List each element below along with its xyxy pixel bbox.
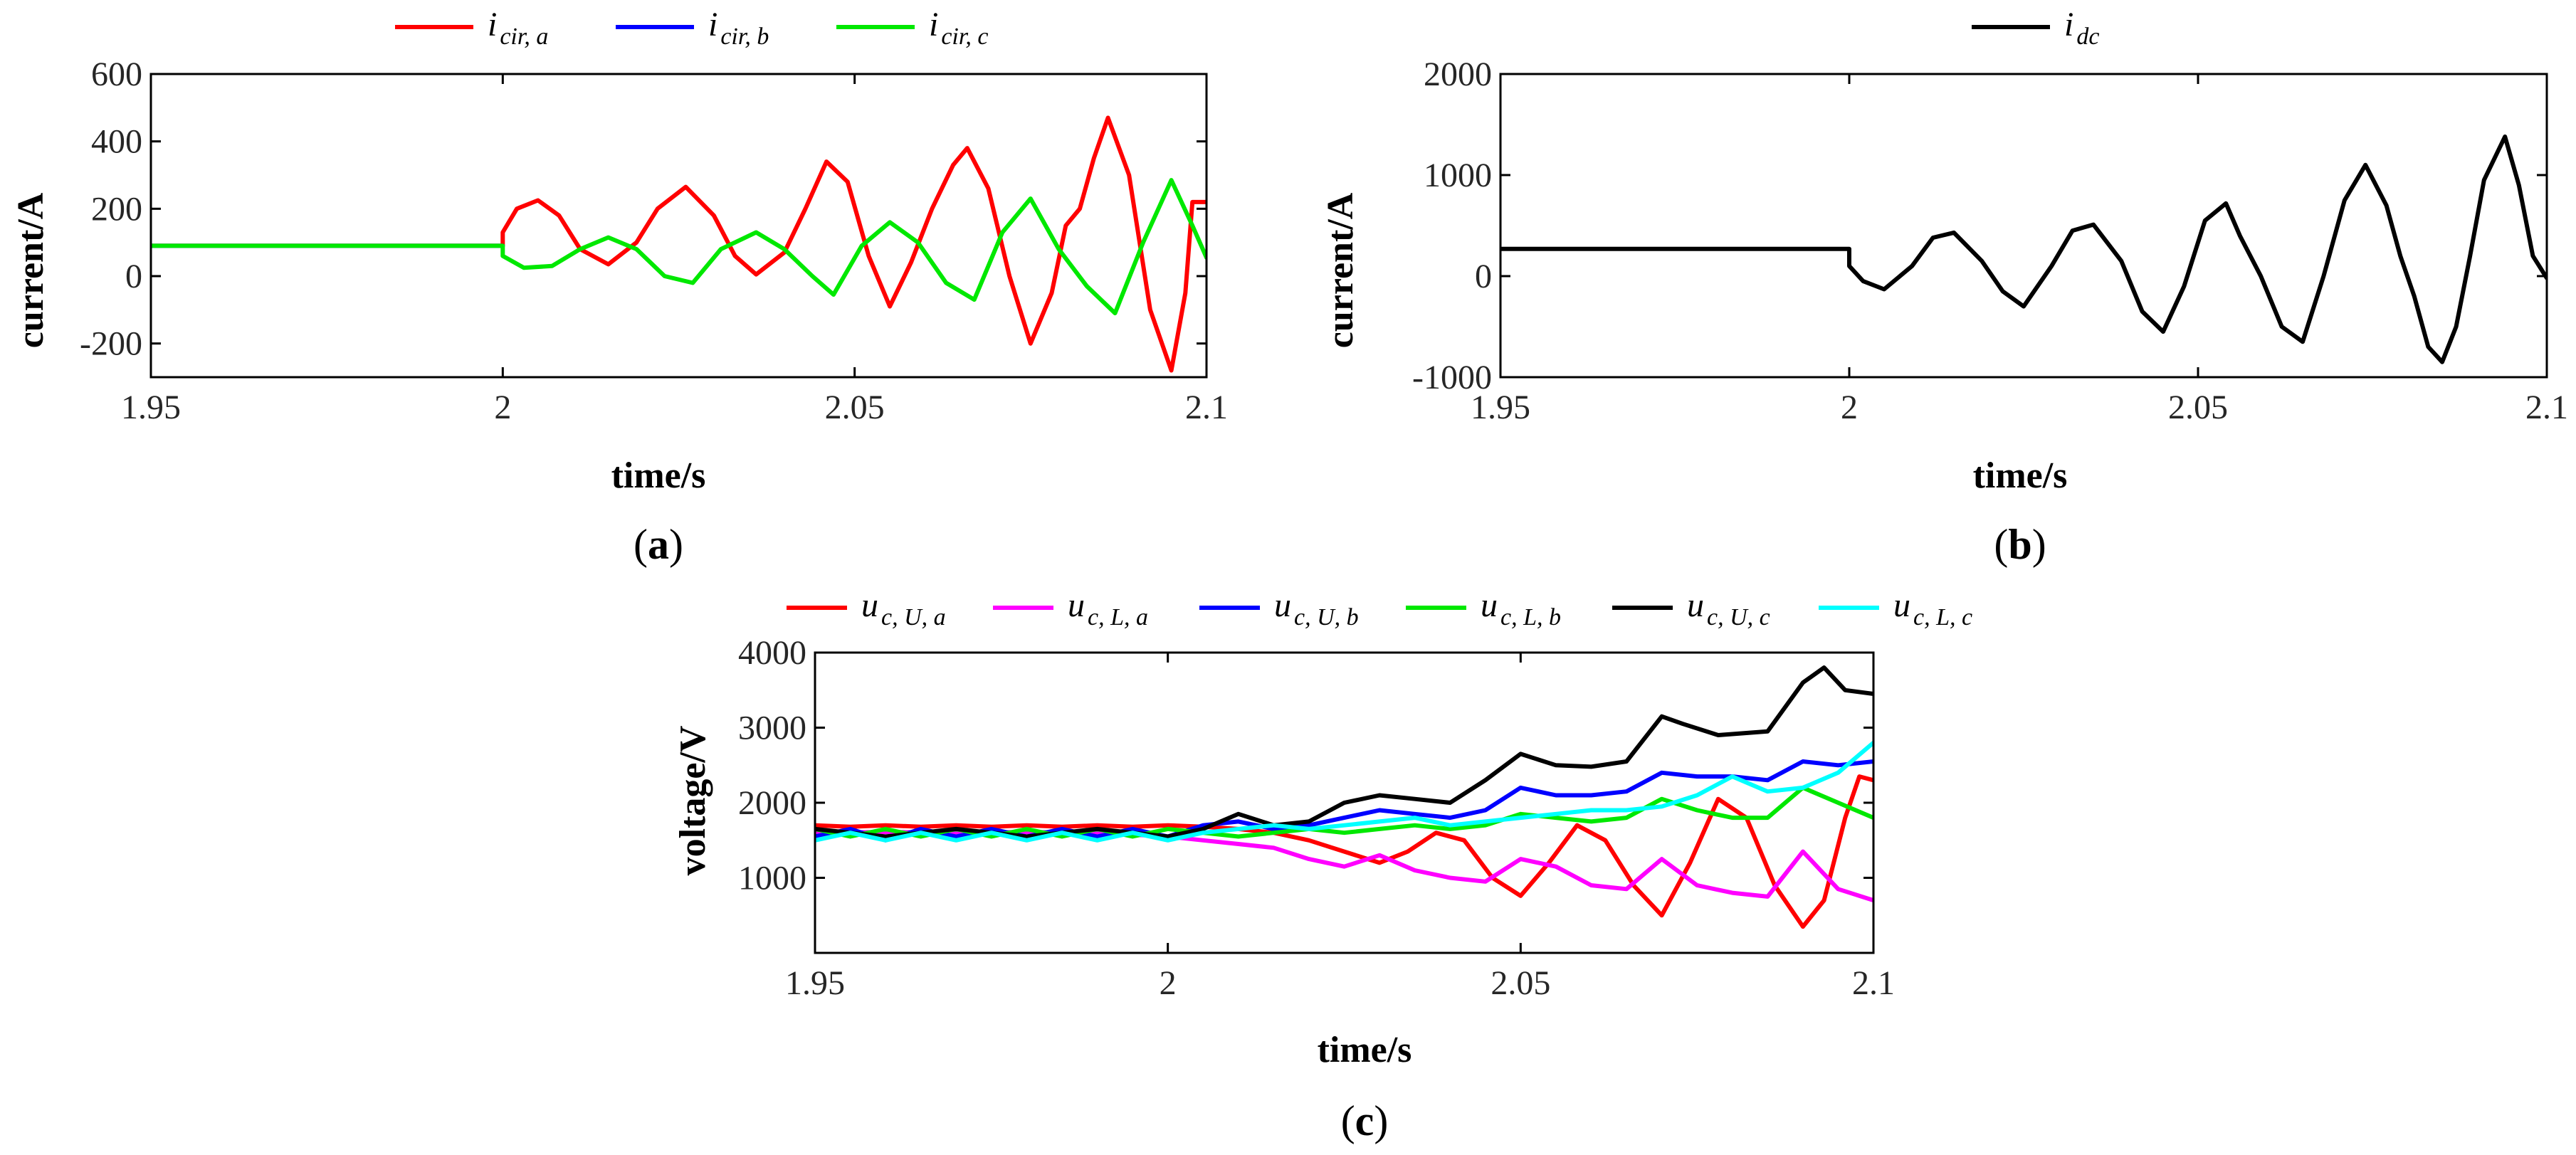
panel-c-series <box>815 665 1873 929</box>
x-tick-label: 2.1 <box>2525 389 2568 426</box>
panel-b-legend: i dc <box>1972 6 2099 50</box>
plot-frame <box>149 73 1208 379</box>
panel-b-ylabel: current/A <box>1320 192 1361 348</box>
series-line-c-3 <box>815 785 1873 839</box>
x-tick-label: 2.1 <box>1852 964 1895 1002</box>
y-tick-label: -200 <box>80 325 142 363</box>
x-tick-label: 2.05 <box>1491 964 1550 1002</box>
panel-a-xlabel: time/s <box>611 455 706 496</box>
panel-c-axes: 1.95 2 2.05 2.1 1000 2000 3000 4000 <box>738 634 1895 1002</box>
y-tick-label: 0 <box>125 258 142 295</box>
series-line-c-2 <box>815 759 1873 843</box>
plot-frame <box>1499 73 2548 379</box>
panel-a-series <box>151 115 1206 373</box>
panel-a: i cir, a i cir, b i cir, c 1.95 2 2.05 2.1 -200 0 2… <box>11 6 1228 568</box>
panel-b-caption: (b) <box>1994 521 2046 568</box>
y-tick-label: 3000 <box>738 710 806 747</box>
legend-label-c-1: u c, L, a <box>1068 586 1148 631</box>
series-line-b-0 <box>1500 135 2547 364</box>
x-tick-label: 2.05 <box>825 389 885 426</box>
y-tick-label: 200 <box>91 190 142 228</box>
y-tick-label: 1000 <box>738 860 806 897</box>
legend-label-c-3: u c, L, b <box>1481 586 1561 631</box>
y-tick-label: 2000 <box>1424 56 1492 93</box>
series-line-c-1 <box>815 830 1873 903</box>
legend-label-a-1: i cir, b <box>708 6 769 50</box>
x-tick-label: 2.1 <box>1185 389 1228 426</box>
x-tick-label: 1.95 <box>785 964 845 1002</box>
x-tick-label: 1.95 <box>1471 389 1530 426</box>
legend-label-a-0: i cir, a <box>488 6 548 50</box>
x-tick-label: 2 <box>1841 389 1858 426</box>
panel-a-ylabel: current/A <box>11 192 51 348</box>
panel-b-caption-letter: b <box>2008 521 2031 568</box>
legend-label-c-0: u c, U, a <box>861 586 946 631</box>
panel-c-ylabel: voltage/V <box>673 726 713 876</box>
panel-b-series <box>1500 135 2547 364</box>
panel-a-caption-letter: a <box>648 521 669 568</box>
series-line-c-5 <box>815 740 1873 843</box>
legend-label-c-4: u c, U, c <box>1687 586 1770 631</box>
x-tick-label: 2 <box>494 389 511 426</box>
legend-label-c-2: u c, U, b <box>1274 586 1359 631</box>
panel-c-legend: u c, U, a u c, L, a u c, U, b u c, L, b u c, U, c… <box>787 586 1972 631</box>
legend-label-b-0: i dc <box>2064 6 2099 50</box>
y-tick-label: 1000 <box>1424 157 1492 194</box>
y-tick-label: 4000 <box>738 634 806 672</box>
panel-c-caption: (c) <box>1341 1097 1389 1144</box>
panel-c: u c, U, a u c, L, a u c, U, b u c, L, b u c, U, c… <box>673 586 1972 1144</box>
panel-a-axes: 1.95 2 2.05 2.1 -200 0 200 400 600 <box>80 56 1228 426</box>
x-tick-label: 2 <box>1160 964 1177 1002</box>
panel-c-xlabel: time/s <box>1318 1030 1412 1070</box>
y-tick-label: 600 <box>91 56 142 93</box>
legend-label-c-5: u c, L, c <box>1893 586 1972 631</box>
panel-c-caption-letter: c <box>1355 1097 1374 1144</box>
panel-b-axes: 1.95 2 2.05 2.1 -1000 0 1000 2000 <box>1412 56 2568 426</box>
x-tick-label: 1.95 <box>121 389 181 426</box>
series-line-a-2 <box>151 178 1206 316</box>
y-tick-label: 400 <box>91 123 142 161</box>
x-tick-label: 2.05 <box>2168 389 2228 426</box>
panel-a-caption: (a) <box>634 521 683 568</box>
panel-a-legend: i cir, a i cir, b i cir, c <box>395 6 988 50</box>
y-tick-label: 0 <box>1475 258 1492 295</box>
panel-b: i dc 1.95 2 2.05 2.1 -1000 0 1000 2000 current/A… <box>1320 6 2568 568</box>
series-line-c-0 <box>815 774 1873 929</box>
series-line-a-0 <box>151 115 1206 373</box>
y-tick-label: 2000 <box>738 784 806 822</box>
panel-b-xlabel: time/s <box>1973 455 2068 496</box>
y-tick-label: -1000 <box>1412 359 1492 396</box>
legend-label-a-2: i cir, c <box>929 6 988 50</box>
